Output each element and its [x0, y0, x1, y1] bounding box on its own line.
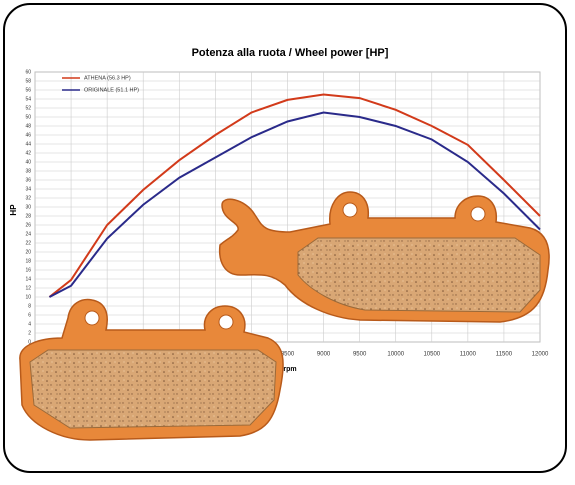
y-tick-label: 42: [25, 150, 31, 156]
y-tick-label: 16: [25, 267, 31, 273]
y-axis-label: HP: [9, 204, 18, 216]
x-tick-label: 11500: [496, 352, 513, 358]
y-tick-label: 58: [25, 78, 31, 84]
x-tick-label: 10500: [423, 352, 440, 358]
y-tick-label: 10: [25, 294, 31, 300]
y-tick-label: 8: [28, 303, 31, 309]
pad-hole: [470, 206, 486, 222]
y-tick-label: 34: [25, 186, 31, 192]
x-tick-label: 9500: [353, 352, 367, 358]
y-tick-label: 44: [25, 141, 31, 147]
y-tick-label: 4: [28, 321, 31, 327]
x-tick-label: 11000: [460, 352, 477, 358]
pad-friction: [297, 237, 541, 313]
x-tick-label: 8500: [281, 352, 295, 358]
y-tick-label: 56: [25, 87, 31, 93]
y-tick-label: 2: [28, 330, 31, 336]
y-tick-label: 36: [25, 177, 31, 183]
y-tick-label: 20: [25, 249, 31, 255]
y-tick-label: 24: [25, 231, 31, 237]
y-tick-label: 52: [25, 105, 31, 111]
series-line: [48, 111, 541, 298]
y-tick-label: 32: [25, 195, 31, 201]
y-tick-label: 50: [25, 114, 31, 120]
x-tick-label: 10000: [387, 352, 404, 358]
y-tick-label: 6: [28, 312, 31, 318]
y-tick-label: 12: [25, 285, 31, 291]
x-tick-label: 12000: [532, 352, 549, 358]
legend-label: ORIGINALE (51.1 HP): [84, 87, 139, 93]
brake-pads: [19, 191, 550, 441]
y-tick-label: 46: [25, 132, 31, 138]
y-tick-label: 18: [25, 258, 31, 264]
pad-friction: [29, 349, 277, 429]
legend-label: ATHENA (56.3 HP): [84, 75, 131, 81]
y-tick-label: 48: [25, 123, 31, 129]
x-axis-label: rpm: [283, 366, 296, 373]
y-tick-label: 26: [25, 222, 31, 228]
y-tick-label: 14: [25, 276, 31, 282]
x-tick-label: 9000: [317, 352, 331, 358]
y-tick-label: 54: [25, 96, 31, 102]
y-tick-label: 0: [28, 339, 31, 345]
pad-hole: [218, 314, 234, 330]
y-tick-label: 38: [25, 168, 31, 174]
pad-hole: [84, 310, 100, 326]
pad-hole: [342, 202, 358, 218]
y-tick-label: 28: [25, 213, 31, 219]
chart-title: Potenza alla ruota / Wheel power [HP]: [192, 47, 389, 59]
y-tick-label: 40: [25, 159, 31, 165]
y-tick-label: 22: [25, 240, 31, 246]
y-tick-label: 30: [25, 204, 31, 210]
series-line: [48, 93, 541, 298]
y-tick-label: 60: [25, 69, 31, 75]
